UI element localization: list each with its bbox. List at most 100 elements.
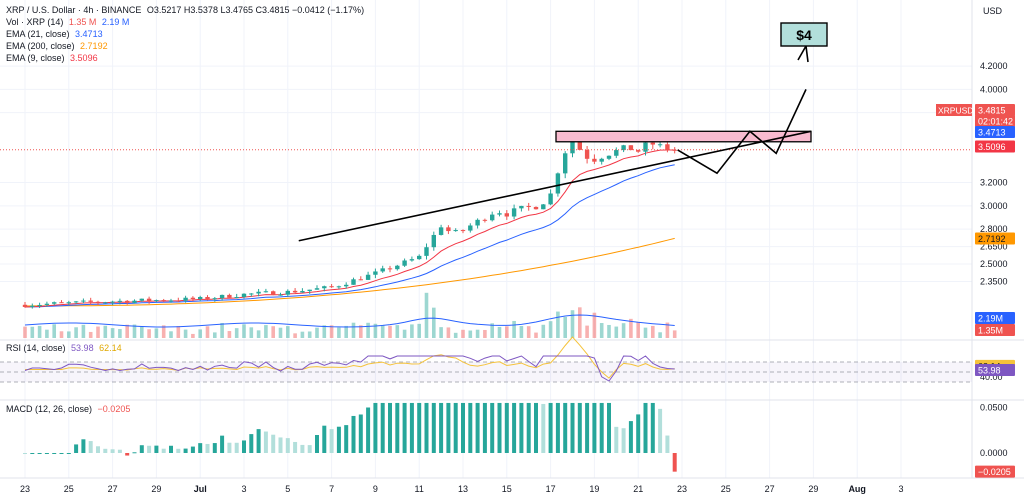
volume-bar — [256, 330, 261, 338]
time-tick: 13 — [458, 484, 468, 494]
volume-bar — [519, 326, 524, 338]
volume-bar — [526, 326, 531, 338]
candle-body — [614, 150, 619, 156]
price-tick: 2.5000 — [980, 259, 1008, 269]
macd-legend[interactable]: MACD (12, 26, close) −0.0205 — [6, 404, 130, 414]
volume-bar — [621, 323, 626, 338]
candle — [380, 265, 385, 273]
candle-body — [73, 301, 79, 303]
volume-bar — [541, 324, 546, 338]
legend-vol-row[interactable]: Vol · XRP (14) 1.35 M 2.19 M — [6, 16, 364, 28]
macd-bar — [607, 402, 611, 453]
candle — [614, 147, 619, 159]
volume-bar — [395, 325, 400, 338]
macd-bar — [402, 402, 407, 453]
candle — [88, 297, 93, 305]
candle — [636, 149, 641, 153]
macd-bar — [475, 402, 480, 453]
macd-bar — [88, 441, 93, 453]
legend-symbol-row[interactable]: XRP / U.S. Dollar · 4h · BINANCE O3.5217… — [6, 4, 364, 16]
rsi-value: 53.98 — [71, 343, 94, 353]
candle — [103, 301, 108, 304]
macd-bar — [446, 402, 451, 453]
candle — [227, 293, 232, 299]
candle-body — [256, 291, 261, 294]
candle — [132, 299, 137, 304]
time-tick: 7 — [329, 484, 334, 494]
candle — [548, 189, 553, 206]
candle-body — [95, 301, 101, 303]
candle-body — [314, 288, 320, 290]
ema200-badge: 2.7192 — [978, 234, 1006, 244]
candle-body — [176, 300, 181, 302]
macd-bar — [344, 425, 349, 453]
volume-bar — [286, 326, 290, 338]
macd-bar — [468, 402, 473, 453]
legend-ema9-row[interactable]: EMA (9, close) 3.5096 — [6, 52, 364, 64]
macd-bar — [366, 407, 371, 453]
candle — [300, 288, 305, 293]
legend-ema200-row[interactable]: EMA (200, close) 2.7192 — [6, 40, 364, 52]
macd-bar — [541, 403, 546, 453]
candle-body — [395, 265, 400, 270]
time-tick: 19 — [589, 484, 599, 494]
candle-body — [358, 279, 363, 281]
candle-body — [22, 304, 28, 307]
candle-body — [446, 227, 451, 232]
volume-bar — [344, 325, 348, 338]
candle-body — [577, 136, 582, 150]
candle-body — [541, 204, 546, 210]
candle — [73, 301, 79, 304]
macd-bar — [628, 421, 633, 453]
time-tick: 29 — [151, 484, 161, 494]
time-tick: Aug — [848, 484, 866, 494]
candle-body — [278, 294, 283, 296]
volume-bar — [198, 329, 202, 338]
candle-body — [460, 230, 466, 232]
candle-body — [125, 300, 130, 303]
candle-body — [307, 289, 312, 292]
volume-bar — [497, 326, 502, 338]
rsi-legend[interactable]: RSI (14, close) 53.98 62.14 — [6, 343, 122, 353]
candle — [241, 293, 247, 299]
volume-bar — [453, 332, 458, 338]
candle — [482, 218, 488, 223]
candle-body — [37, 304, 42, 306]
macd-bar — [190, 446, 195, 453]
candle-body — [504, 213, 509, 217]
candle — [431, 231, 436, 251]
candle-body — [657, 144, 663, 146]
candle — [438, 224, 444, 236]
time-tick: 9 — [373, 484, 378, 494]
macd-bar — [614, 426, 619, 453]
macd-bar — [570, 402, 575, 453]
candle-body — [249, 293, 254, 295]
candle-body — [563, 153, 568, 174]
macd-bar — [534, 402, 538, 453]
candle-body — [431, 234, 436, 248]
countdown-badge-bg — [975, 115, 1015, 127]
macd-bar — [52, 453, 57, 454]
volume-bar — [570, 310, 575, 338]
grid-lines — [0, 0, 972, 478]
candle-body — [351, 279, 356, 285]
time-tick: 23 — [20, 484, 30, 494]
candle-body — [168, 300, 174, 302]
candle-body — [497, 213, 502, 215]
macd-bar — [249, 434, 254, 453]
volume-bar — [242, 324, 246, 338]
candle-body — [292, 290, 298, 293]
candle-body — [548, 193, 553, 205]
macd-bar — [643, 402, 648, 453]
candle — [446, 225, 451, 235]
ema200-label: EMA (200, close) — [6, 41, 75, 51]
macd-bar — [227, 442, 232, 453]
time-tick: 11 — [415, 484, 424, 494]
volume-bar — [643, 327, 648, 338]
volume-bar — [271, 326, 275, 338]
legend-ema21-row[interactable]: EMA (21, close) 3.4713 — [6, 28, 364, 40]
candle — [234, 293, 239, 299]
candle — [417, 254, 422, 260]
vol-label: Vol · XRP (14) — [6, 17, 64, 27]
